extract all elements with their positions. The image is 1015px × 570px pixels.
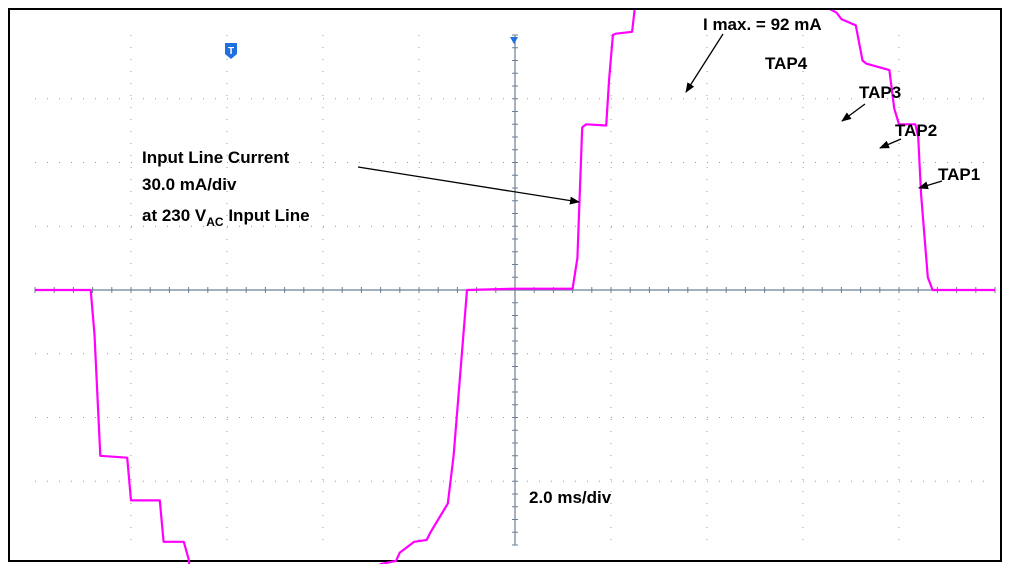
channel-label-line3-pre: at 230 V <box>142 206 207 225</box>
trigger-badge-label: T <box>228 46 234 57</box>
channel-label-line1: Input Line Current <box>142 148 290 167</box>
max-arrow <box>685 33 724 93</box>
trigger-position-marker <box>510 37 518 44</box>
max-current-label: I max. = 92 mA <box>703 15 822 34</box>
channel-arrow <box>357 166 580 205</box>
channel-label-line3-sub: AC <box>206 215 224 229</box>
current-trace <box>35 10 995 564</box>
timebase-label: 2.0 ms/div <box>529 488 612 507</box>
trigger-badge: T <box>225 43 237 59</box>
tap4-label: TAP4 <box>765 54 808 73</box>
center-axis-ticks <box>34 34 996 546</box>
oscilloscope-plot: T Input Line Current 30.0 mA/div at 230 … <box>34 10 996 564</box>
tap1-arrow <box>918 180 943 190</box>
tap1-label: TAP1 <box>938 165 980 184</box>
channel-label-line3-post: Input Line <box>224 206 310 225</box>
tap2-label: TAP2 <box>895 121 937 140</box>
channel-label-line2: 30.0 mA/div <box>142 175 237 194</box>
tap3-arrow <box>841 103 866 122</box>
channel-label-line3: at 230 VAC Input Line <box>142 206 310 229</box>
chart-frame: T Input Line Current 30.0 mA/div at 230 … <box>8 8 1002 564</box>
tap3-label: TAP3 <box>859 83 901 102</box>
tap2-arrow <box>879 138 902 149</box>
